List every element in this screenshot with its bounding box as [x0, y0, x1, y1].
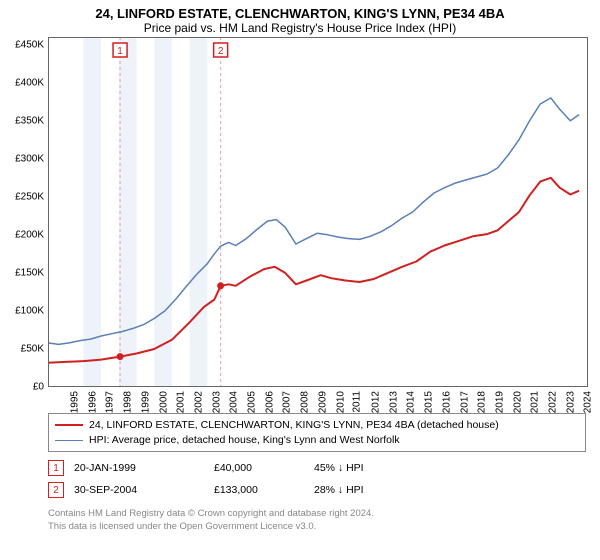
- annotation-price: £133,000: [214, 484, 314, 496]
- x-tick-label: 2023: [565, 391, 576, 413]
- title-block: 24, LINFORD ESTATE, CLENCHWARTON, KING'S…: [0, 0, 600, 37]
- legend-swatch: [55, 424, 83, 426]
- y-tick-label: £250K: [15, 191, 48, 202]
- x-tick-label: 2001: [175, 391, 186, 413]
- annotation-date: 20-JAN-1999: [74, 462, 214, 474]
- legend-label: HPI: Average price, detached house, King…: [89, 433, 400, 448]
- plot-area: 12£0£50K£100K£150K£200K£250K£300K£350K£4…: [48, 37, 588, 387]
- footer-licence: This data is licensed under the Open Gov…: [48, 521, 586, 533]
- x-tick-label: 2002: [193, 391, 204, 413]
- marker-label-1: 1: [117, 46, 123, 57]
- x-tick-label: 2000: [158, 391, 169, 413]
- legend-label: 24, LINFORD ESTATE, CLENCHWARTON, KING'S…: [89, 418, 499, 433]
- below-plot-block: 24, LINFORD ESTATE, CLENCHWARTON, KING'S…: [48, 413, 586, 498]
- annotation-table: 1 20-JAN-1999£40,00045% ↓ HPI 2 30-SEP-2004…: [48, 460, 586, 498]
- x-tick-label: 2011: [352, 391, 363, 413]
- x-tick-label: 1997: [105, 391, 116, 413]
- x-tick-label: 2010: [335, 391, 346, 413]
- legend-swatch: [55, 440, 83, 441]
- y-tick-label: £400K: [15, 77, 48, 88]
- y-tick-label: £50K: [21, 343, 48, 354]
- annotation-delta: 45% ↓ HPI: [314, 462, 434, 474]
- x-tick-label: 2013: [388, 391, 399, 413]
- x-tick-label: 1999: [140, 391, 151, 413]
- y-tick-label: £350K: [15, 115, 48, 126]
- x-tick-label: 2004: [229, 391, 240, 413]
- y-tick-label: £200K: [15, 229, 48, 240]
- y-tick-label: £150K: [15, 267, 48, 278]
- x-tick-label: 2015: [423, 391, 434, 413]
- x-tick-label: 2008: [299, 391, 310, 413]
- y-tick-label: £300K: [15, 153, 48, 164]
- annotation-delta: 28% ↓ HPI: [314, 484, 434, 496]
- x-tick-label: 2007: [282, 391, 293, 413]
- x-tick-label: 2016: [441, 391, 452, 413]
- legend-row: HPI: Average price, detached house, King…: [55, 433, 579, 448]
- annotation-price: £40,000: [214, 462, 314, 474]
- plot-svg: 12: [48, 37, 588, 387]
- x-tick-label: 2014: [406, 391, 417, 413]
- annotation-date: 30-SEP-2004: [74, 484, 214, 496]
- y-tick-label: £100K: [15, 305, 48, 316]
- chart-title-address: 24, LINFORD ESTATE, CLENCHWARTON, KING'S…: [0, 6, 600, 21]
- chart-container: 24, LINFORD ESTATE, CLENCHWARTON, KING'S…: [0, 0, 600, 560]
- x-tick-label: 1998: [122, 391, 133, 413]
- x-tick-label: 2006: [264, 391, 275, 413]
- x-tick-label: 2024: [583, 391, 594, 413]
- y-tick-label: £450K: [15, 39, 48, 50]
- x-tick-label: 2020: [512, 391, 523, 413]
- chart-subtitle: Price paid vs. HM Land Registry's House …: [0, 21, 600, 35]
- x-tick-label: 2012: [370, 391, 381, 413]
- annotation-marker: 2: [48, 482, 64, 498]
- y-tick-label: £0: [33, 382, 48, 393]
- x-tick-label: 2022: [547, 391, 558, 413]
- x-tick-label: 2003: [211, 391, 222, 413]
- x-tick-label: 2009: [317, 391, 328, 413]
- legend-box: 24, LINFORD ESTATE, CLENCHWARTON, KING'S…: [48, 413, 586, 452]
- footer-copyright: Contains HM Land Registry data © Crown c…: [48, 508, 586, 520]
- footer-block: Contains HM Land Registry data © Crown c…: [48, 508, 586, 533]
- x-tick-label: 2019: [494, 391, 505, 413]
- x-tick-label: 2017: [459, 391, 470, 413]
- annotation-marker: 1: [48, 460, 64, 476]
- x-tick-label: 1995: [69, 391, 80, 413]
- x-tick-label: 1996: [87, 391, 98, 413]
- x-tick-label: 2021: [530, 391, 541, 413]
- x-tick-label: 2018: [476, 391, 487, 413]
- marker-label-2: 2: [218, 46, 224, 57]
- legend-row: 24, LINFORD ESTATE, CLENCHWARTON, KING'S…: [55, 418, 579, 433]
- x-tick-label: 2005: [246, 391, 257, 413]
